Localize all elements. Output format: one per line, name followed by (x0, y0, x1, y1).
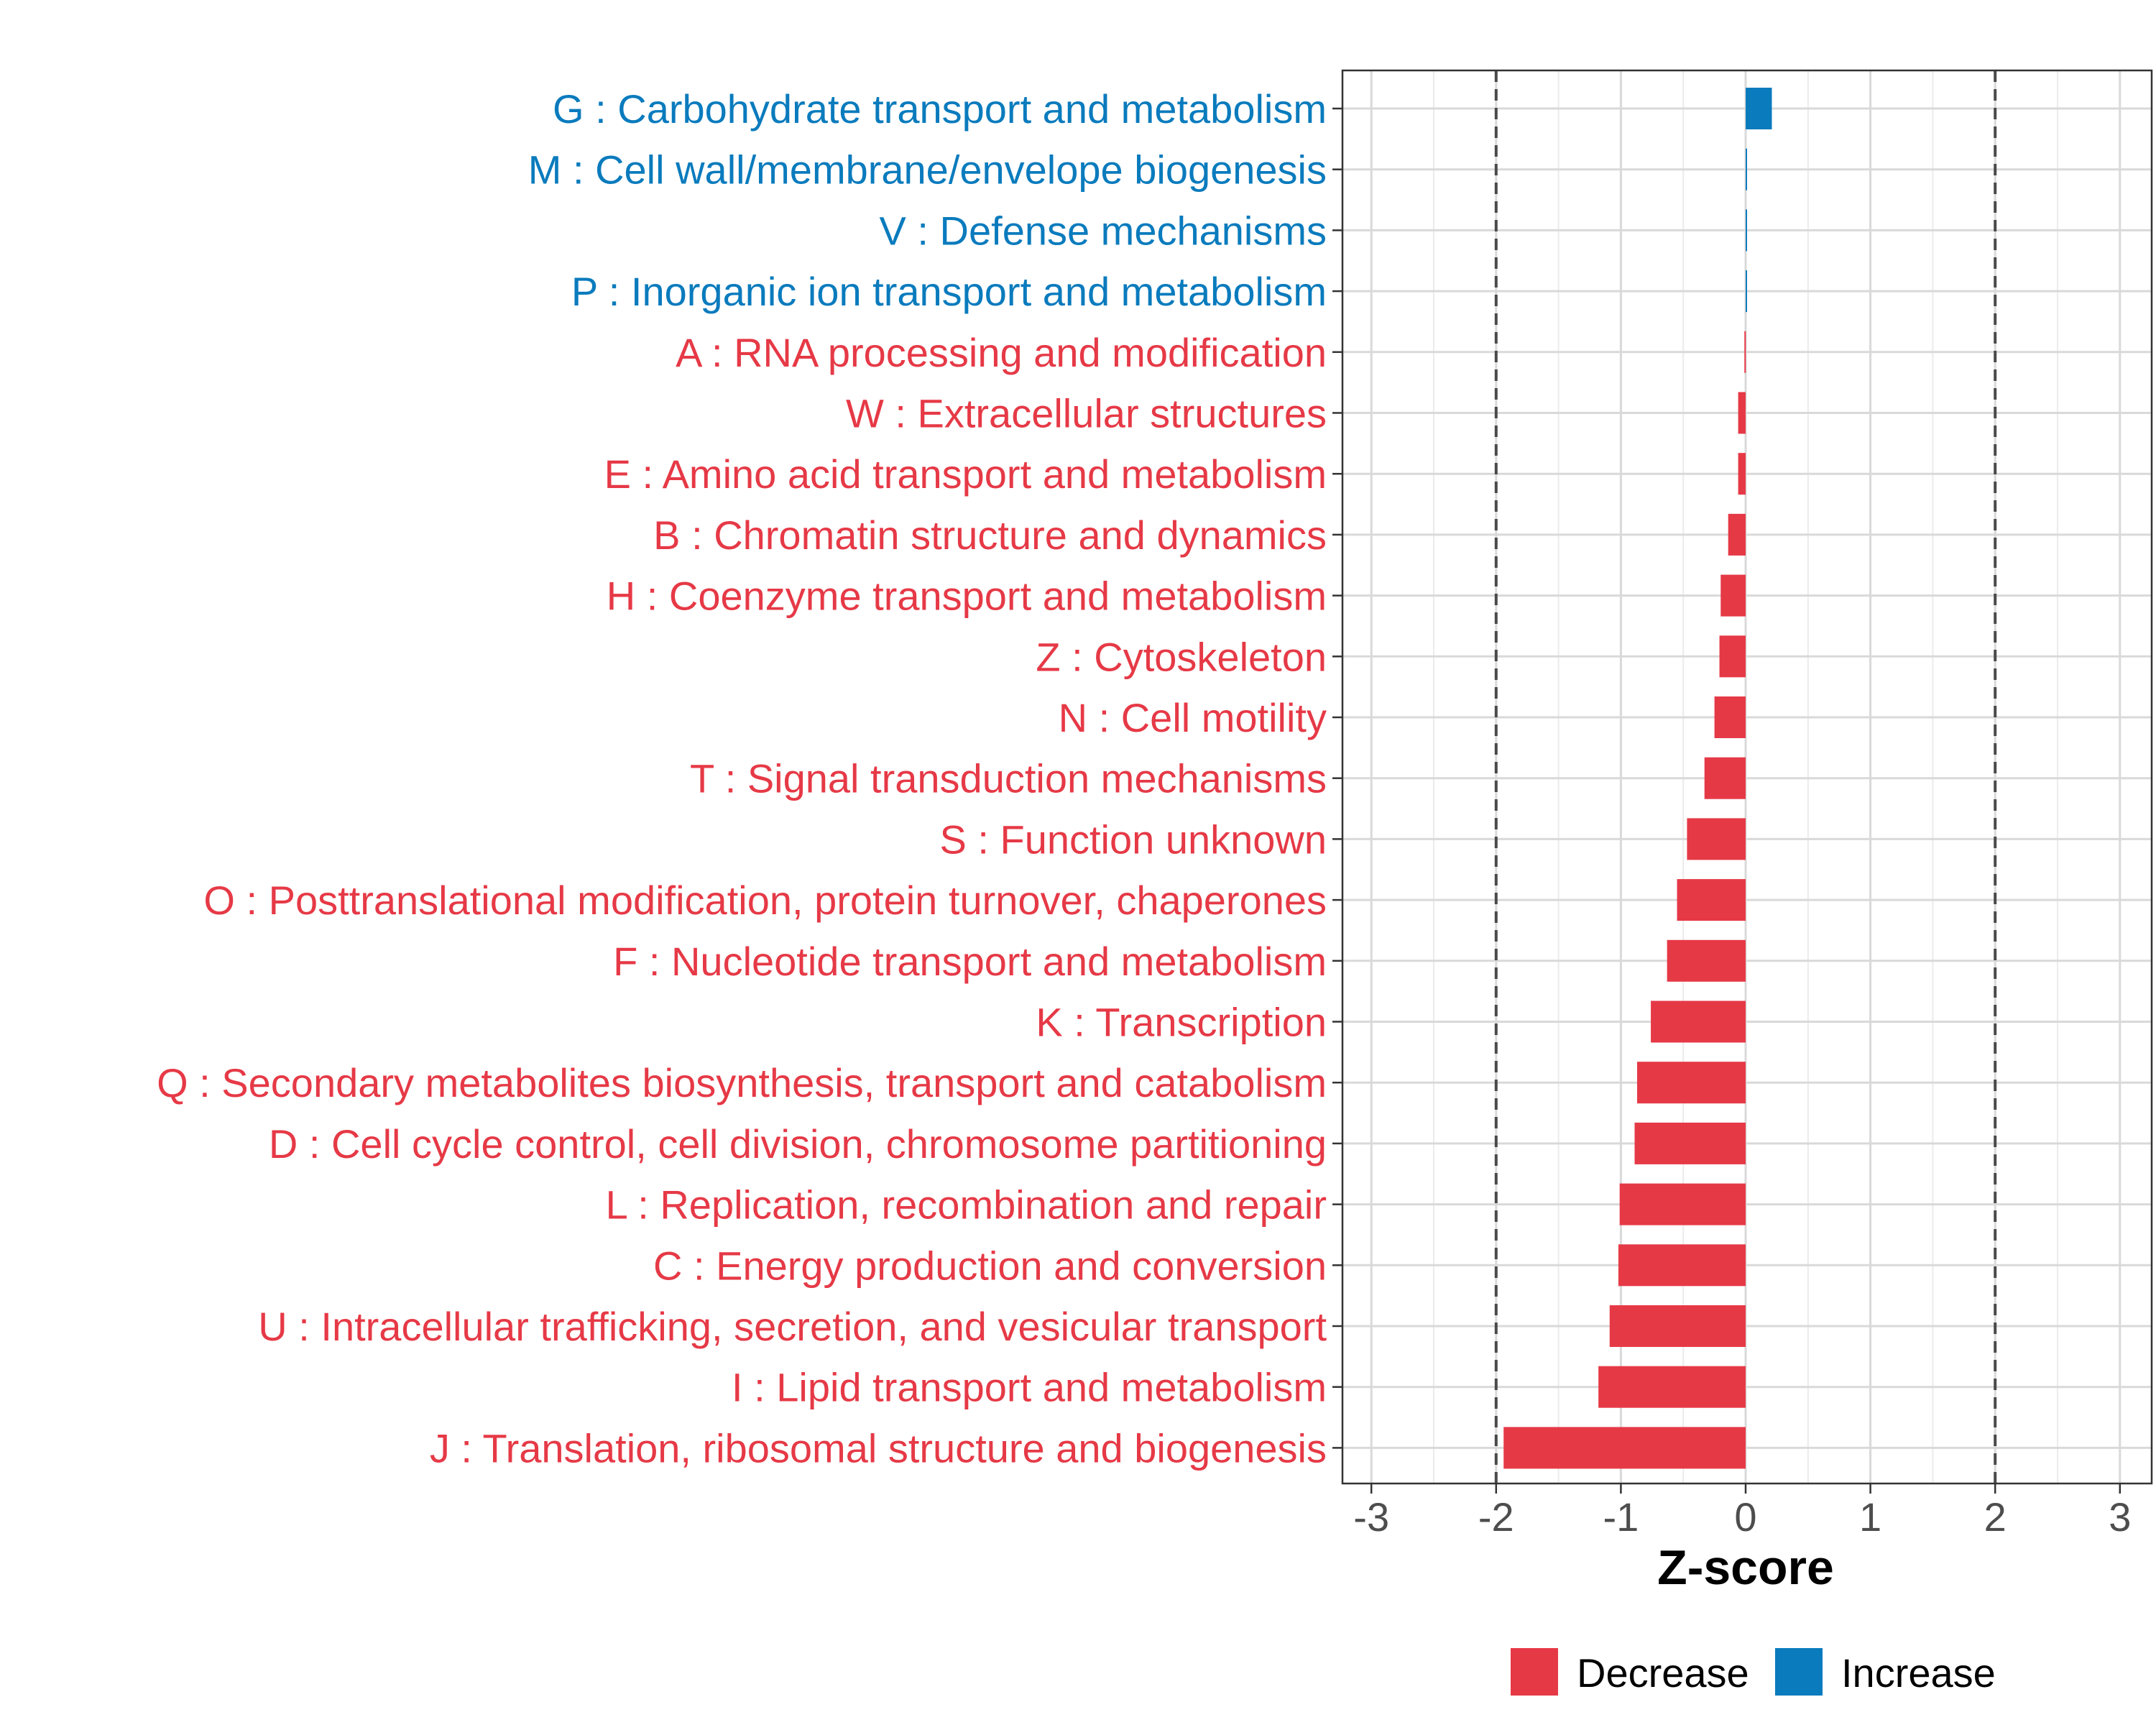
bar (1746, 209, 1747, 252)
bars (1503, 88, 1772, 1469)
x-tick-label: -2 (1478, 1494, 1514, 1540)
x-tick-label: 2 (1984, 1494, 2007, 1540)
category-label: J : Translation, ribosomal structure and… (430, 1425, 1327, 1471)
bar (1738, 392, 1746, 434)
x-tick-label: 3 (2109, 1494, 2131, 1540)
y-axis-category-labels: G : Carbohydrate transport and metabolis… (157, 86, 1327, 1471)
category-label: A : RNA processing and modification (676, 330, 1327, 375)
legend-swatch-decrease (1511, 1648, 1558, 1696)
bar (1746, 270, 1747, 313)
category-label: L : Replication, recombination and repai… (606, 1182, 1327, 1228)
bar (1619, 1183, 1746, 1225)
category-label: D : Cell cycle control, cell division, c… (269, 1121, 1327, 1167)
legend-label-increase: Increase (1841, 1650, 1996, 1696)
category-label: W : Extracellular structures (846, 391, 1327, 436)
bar (1618, 1244, 1746, 1287)
bar (1719, 635, 1746, 678)
category-label: E : Amino acid transport and metabolism (604, 451, 1327, 497)
bar (1746, 148, 1747, 190)
category-label: U : Intracellular trafficking, secretion… (258, 1304, 1327, 1349)
category-label: S : Function unknown (939, 816, 1327, 862)
y-axis-ticks (1332, 107, 1342, 1449)
category-label: I : Lipid transport and metabolism (732, 1365, 1327, 1410)
bar (1598, 1366, 1746, 1408)
category-label: F : Nucleotide transport and metabolism (613, 939, 1327, 984)
legend-label-decrease: Decrease (1577, 1650, 1749, 1696)
category-label: N : Cell motility (1059, 695, 1327, 740)
reference-lines (1494, 70, 1997, 1484)
bar (1503, 1427, 1746, 1469)
category-label: G : Carbohydrate transport and metabolis… (553, 86, 1327, 132)
category-label: Q : Secondary metabolites biosynthesis, … (157, 1060, 1327, 1105)
x-tick-label: -1 (1603, 1494, 1639, 1540)
bar (1728, 513, 1746, 556)
category-label: M : Cell wall/membrane/envelope biogenes… (528, 147, 1327, 193)
plot-panel-border (1341, 69, 2153, 1485)
category-label: H : Coenzyme transport and metabolism (607, 574, 1327, 619)
category-label: C : Energy production and conversion (653, 1243, 1327, 1288)
x-axis-ticks: -3 -2 -1 0 1 2 3 (1353, 1484, 2131, 1540)
bar (1667, 939, 1746, 982)
bar (1609, 1305, 1746, 1347)
x-tick-label: 0 (1734, 1494, 1756, 1540)
legend: Decrease Increase (1511, 1648, 1996, 1696)
x-axis-title: Z-score (1657, 1540, 1834, 1595)
legend-swatch-increase (1775, 1648, 1823, 1696)
bar (1687, 818, 1746, 860)
x-tick-label: 1 (1859, 1494, 1881, 1540)
bar (1651, 1000, 1746, 1043)
category-label: V : Defense mechanisms (880, 208, 1327, 253)
bar (1634, 1122, 1746, 1164)
bar (1746, 88, 1772, 129)
x-tick-label: -3 (1353, 1494, 1389, 1540)
category-label: O : Posttranslational modification, prot… (203, 878, 1327, 923)
bar (1677, 879, 1746, 921)
bar (1714, 696, 1746, 738)
category-label: P : Inorganic ion transport and metaboli… (571, 269, 1327, 314)
bar (1636, 1062, 1746, 1104)
category-label: K : Transcription (1036, 1000, 1327, 1045)
category-label: T : Signal transduction mechanisms (690, 756, 1327, 801)
bar (1720, 574, 1746, 617)
category-label: B : Chromatin structure and dynamics (653, 512, 1327, 558)
bar (1744, 331, 1746, 373)
bar (1738, 453, 1746, 495)
category-label: Z : Cytoskeleton (1036, 634, 1327, 679)
bar (1704, 757, 1746, 799)
